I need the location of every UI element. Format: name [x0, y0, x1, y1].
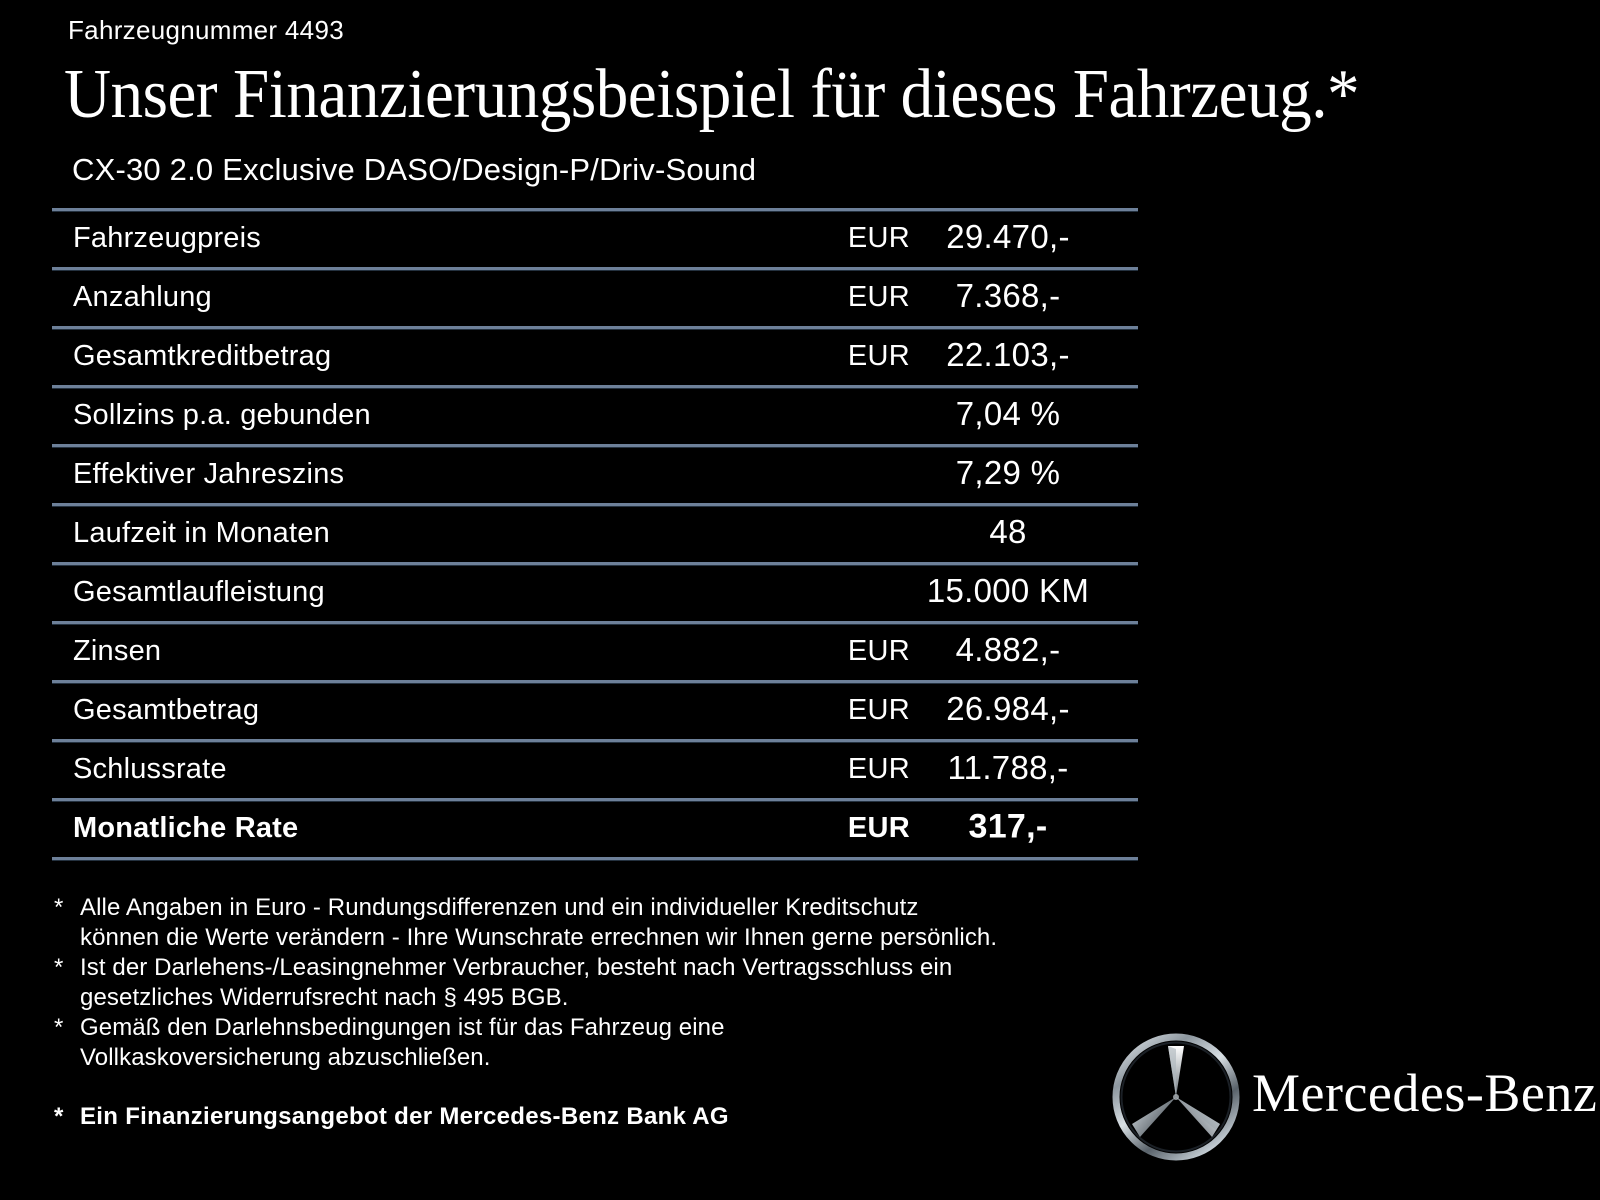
row-label: Monatliche Rate — [73, 811, 299, 844]
vehicle-number: Fahrzeugnummer 4493 — [68, 15, 344, 45]
table-row: Fahrzeugpreis EUR 29.470,- — [52, 211, 1138, 267]
table-row: Laufzeit in Monaten 48 — [52, 506, 1138, 562]
row-currency: EUR — [847, 221, 910, 254]
row-currency: EUR — [847, 280, 910, 313]
footnote-item: * Gemäß den Darlehnsbedingungen ist für d… — [54, 1013, 1174, 1073]
footnote-line: Ist der Darlehens-/Leasingnehmer Verbrau… — [80, 954, 953, 981]
row-currency: EUR — [847, 693, 910, 726]
row-value: 7,04 % — [955, 395, 1061, 433]
footnote-line: können die Werte verändern - Ihre Wunsch… — [80, 924, 998, 951]
table-row: Monatliche Rate EUR 317,- — [52, 801, 1138, 857]
row-value: 48 — [989, 513, 1027, 551]
row-value: 29.470,- — [946, 218, 1070, 256]
finance-table: Fahrzeugpreis EUR 29.470,- Anzahlung EUR 7.36… — [52, 208, 1138, 860]
row-label: Zinsen — [73, 634, 162, 667]
table-body: Fahrzeugpreis EUR 29.470,- Anzahlung EUR 7.36… — [52, 211, 1138, 860]
footnote-line: Gemäß den Darlehnsbedingungen ist für da… — [80, 1014, 725, 1041]
mercedes-star-icon — [1112, 1033, 1240, 1161]
row-currency: EUR — [847, 634, 910, 667]
page-title: Unser Finanzierungsbeispiel für dieses F… — [64, 56, 1360, 133]
footnote-item: * Alle Angaben in Euro - Rundungsdifferen… — [54, 893, 1174, 953]
footnote-item: * Ist der Darlehens-/Leasingnehmer Verbra… — [54, 953, 1174, 1013]
row-value: 11.788,- — [947, 749, 1069, 787]
row-separator — [52, 621, 1138, 624]
row-separator — [52, 798, 1138, 801]
footnote-line: Alle Angaben in Euro - Rundungsdifferenz… — [80, 894, 919, 921]
row-currency: EUR — [847, 811, 910, 844]
row-separator — [52, 857, 1138, 860]
table-row: Schlussrate EUR 11.788,- — [52, 742, 1138, 798]
row-separator — [52, 562, 1138, 565]
row-separator — [52, 444, 1138, 447]
footnote-marker: * — [54, 1014, 64, 1041]
row-label: Gesamtkreditbetrag — [73, 339, 332, 372]
footnotes-block: * Alle Angaben in Euro - Rundungsdifferen… — [54, 893, 1174, 1132]
brand-wordmark: Mercedes-Benz — [1252, 1063, 1598, 1123]
footnote-marker: * — [54, 894, 64, 921]
row-label: Sollzins p.a. gebunden — [73, 398, 371, 431]
row-label: Anzahlung — [73, 280, 212, 313]
row-value: 26.984,- — [946, 690, 1070, 728]
row-value: 317,- — [968, 807, 1048, 846]
table-row: Sollzins p.a. gebunden 7,04 % — [52, 388, 1138, 444]
bank-footnote: * Ein Finanzierungsangebot der Mercedes-B… — [54, 1102, 1174, 1132]
table-top-rule — [52, 208, 1138, 211]
row-label: Fahrzeugpreis — [73, 221, 261, 254]
vehicle-model-subtitle: CX-30 2.0 Exclusive DASO/Design-P/Driv-S… — [72, 152, 757, 187]
footnote-marker: * — [54, 1103, 64, 1130]
table-row: Gesamtlaufleistung 15.000 KM — [52, 565, 1138, 621]
table-row: Gesamtkreditbetrag EUR 22.103,- — [52, 329, 1138, 385]
row-label: Schlussrate — [73, 752, 227, 785]
table-row: Effektiver Jahreszins 7,29 % — [52, 447, 1138, 503]
row-separator — [52, 680, 1138, 683]
row-value: 7,29 % — [955, 454, 1061, 492]
footnote-line: gesetzliches Widerrufsrecht nach § 495 B… — [80, 984, 569, 1011]
table-row: Zinsen EUR 4.882,- — [52, 624, 1138, 680]
row-currency: EUR — [847, 752, 910, 785]
row-value: 15.000 KM — [926, 572, 1090, 610]
row-value: 7.368,- — [955, 277, 1061, 315]
row-label: Gesamtlaufleistung — [73, 575, 325, 608]
row-currency: EUR — [847, 339, 910, 372]
footnote-line: Vollkaskoversicherung abzuschließen. — [80, 1044, 491, 1071]
row-label: Laufzeit in Monaten — [73, 516, 330, 549]
footnote-marker: * — [54, 954, 64, 981]
bank-footnote-text: Ein Finanzierungsangebot der Mercedes-Be… — [80, 1103, 729, 1130]
row-label: Effektiver Jahreszins — [73, 457, 345, 490]
row-label: Gesamtbetrag — [73, 693, 260, 726]
row-separator — [52, 267, 1138, 270]
row-separator — [52, 739, 1138, 742]
row-value: 4.882,- — [955, 631, 1061, 669]
row-separator — [52, 385, 1138, 388]
brand-logo: Mercedes-Benz — [1108, 1022, 1597, 1172]
row-value: 22.103,- — [946, 336, 1070, 374]
table-row: Gesamtbetrag EUR 26.984,- — [52, 683, 1138, 739]
table-row: Anzahlung EUR 7.368,- — [52, 270, 1138, 326]
row-separator — [52, 503, 1138, 506]
row-separator — [52, 326, 1138, 329]
